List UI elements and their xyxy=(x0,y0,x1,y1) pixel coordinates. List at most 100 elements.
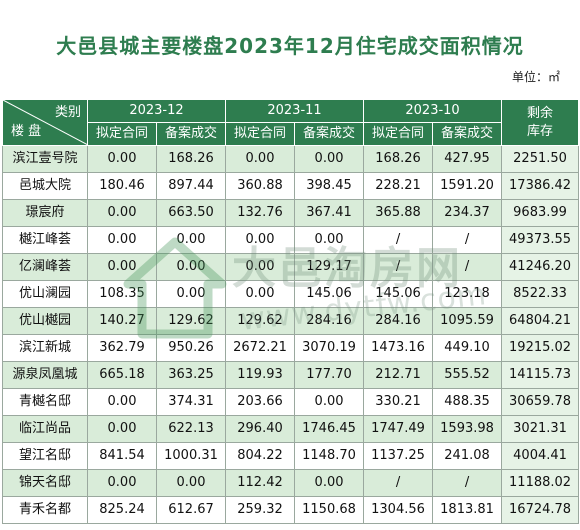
sales-table: 类别 楼 盘 2023-12 2023-11 2023-10 剩余 库存 拟定合… xyxy=(2,99,580,524)
value-cell: 1000.31 xyxy=(155,442,227,470)
value-cell: 555.52 xyxy=(432,361,503,389)
value-cell: 1148.70 xyxy=(294,442,365,470)
project-name-cell: 临江尚品 xyxy=(2,415,88,443)
value-cell: 0.00 xyxy=(155,226,227,254)
value-cell: 0.00 xyxy=(87,469,157,497)
value-cell: 0.00 xyxy=(225,226,296,254)
value-cell: 177.70 xyxy=(294,361,365,389)
value-cell: 360.88 xyxy=(225,172,296,200)
value-cell: 132.76 xyxy=(225,199,296,227)
corner-diagonal xyxy=(3,100,87,145)
project-name-cell: 樾江峰荟 xyxy=(2,226,88,254)
stock-cell: 3021.31 xyxy=(501,415,580,443)
value-cell: 427.95 xyxy=(432,145,503,173)
value-cell: 897.44 xyxy=(155,172,227,200)
value-cell: 0.00 xyxy=(87,199,157,227)
value-cell: 665.18 xyxy=(87,361,157,389)
corner-header: 类别 楼 盘 xyxy=(2,99,88,146)
value-cell: 1473.16 xyxy=(363,334,434,362)
value-cell: 284.16 xyxy=(363,307,434,335)
page-title: 大邑县城主要楼盘2023年12月住宅成交面积情况 xyxy=(56,34,524,58)
value-cell: 0.00 xyxy=(155,469,227,497)
table-row: 樾江峰荟 0.00 0.00 0.00 0.00//49373.55 xyxy=(2,226,580,254)
project-name-cell: 邑城大院 xyxy=(2,172,88,200)
value-cell: / xyxy=(363,226,434,254)
value-cell: 0.00 xyxy=(87,226,157,254)
project-name-cell: 滨江壹号院 xyxy=(2,145,88,173)
value-cell: 1813.81 xyxy=(432,496,503,524)
value-cell: 1304.56 xyxy=(363,496,434,524)
sub-header-filed: 备案成交 xyxy=(294,122,365,146)
value-cell: 1747.49 xyxy=(363,415,434,443)
value-cell: 398.45 xyxy=(294,172,365,200)
value-cell: 0.00 xyxy=(225,280,296,308)
value-cell: / xyxy=(363,469,434,497)
value-cell: 1593.98 xyxy=(432,415,503,443)
value-cell: 1591.20 xyxy=(432,172,503,200)
sub-header-filed: 备案成交 xyxy=(155,122,227,146)
value-cell: 488.35 xyxy=(432,388,503,416)
value-cell: 0.00 xyxy=(87,145,157,173)
sub-header-contract: 拟定合同 xyxy=(363,122,434,146)
value-cell: 180.46 xyxy=(87,172,157,200)
value-cell: 363.25 xyxy=(155,361,227,389)
value-cell: 212.71 xyxy=(363,361,434,389)
value-cell: / xyxy=(432,226,503,254)
stock-cell: 2251.50 xyxy=(501,145,580,173)
value-cell: 449.10 xyxy=(432,334,503,362)
value-cell: 841.54 xyxy=(87,442,157,470)
value-cell: 0.00 xyxy=(294,388,365,416)
stock-cell: 64804.21 xyxy=(501,307,580,335)
value-cell: 0.00 xyxy=(294,469,365,497)
value-cell: 0.00 xyxy=(294,145,365,173)
value-cell: 0.00 xyxy=(294,226,365,254)
value-cell: 612.67 xyxy=(155,496,227,524)
value-cell: 950.26 xyxy=(155,334,227,362)
value-cell: 362.79 xyxy=(87,334,157,362)
stock-cell: 17386.42 xyxy=(501,172,580,200)
stock-cell: 9683.99 xyxy=(501,199,580,227)
value-cell: / xyxy=(432,469,503,497)
table-row: 优山澜园 108.35 0.00 0.00 145.06 145.06 123.18 8522… xyxy=(2,280,580,308)
value-cell: 129.62 xyxy=(225,307,296,335)
stock-cell: 14115.73 xyxy=(501,361,580,389)
table-row: 临江尚品 0.00 622.13 296.40 1746.45 1747.49 1593.9… xyxy=(2,415,580,443)
value-cell: 145.06 xyxy=(294,280,365,308)
value-cell: 140.27 xyxy=(87,307,157,335)
stock-cell: 19215.02 xyxy=(501,334,580,362)
value-cell: 203.66 xyxy=(225,388,296,416)
table-row: 青禾名都 825.24 612.67 259.32 1150.68 1304.56 1813… xyxy=(2,496,580,524)
table-row: 亿澜峰荟 0.00 0.00 0.00 129.17//41246.20 xyxy=(2,253,580,281)
stock-header: 剩余 库存 xyxy=(501,99,580,146)
value-cell: 129.17 xyxy=(294,253,365,281)
project-name-cell: 望江名邸 xyxy=(2,442,88,470)
month-header: 2023-12 xyxy=(86,99,227,123)
value-cell: 112.42 xyxy=(225,469,296,497)
unit-label: 单位：㎡ xyxy=(511,70,560,84)
value-cell: 374.31 xyxy=(155,388,227,416)
stock-header-line2: 库存 xyxy=(527,123,554,139)
value-cell: 1137.25 xyxy=(363,442,434,470)
stock-header-line1: 剩余 xyxy=(527,105,554,121)
table-row: 锦天名邸 0.00 0.00 112.42 0.00//11188.02 xyxy=(2,469,580,497)
value-cell: 0.00 xyxy=(155,280,227,308)
table-row: 优山樾园 140.27 129.62 129.62 284.16 284.16 1095.5… xyxy=(2,307,580,335)
project-name-cell: 青樾名邸 xyxy=(2,388,88,416)
value-cell: 0.00 xyxy=(155,253,227,281)
value-cell: 365.88 xyxy=(363,199,434,227)
value-cell: 1746.45 xyxy=(294,415,365,443)
value-cell: 0.00 xyxy=(87,253,157,281)
stock-cell: 41246.20 xyxy=(501,253,580,281)
value-cell: / xyxy=(432,253,503,281)
value-cell: 241.08 xyxy=(432,442,503,470)
table-row: 源泉凤凰城 665.18 363.25 119.93 177.70 212.71 555.5… xyxy=(2,361,580,389)
project-name-cell: 源泉凤凰城 xyxy=(2,361,88,389)
value-cell: 108.35 xyxy=(87,280,157,308)
value-cell: 0.00 xyxy=(225,145,296,173)
value-cell: 804.22 xyxy=(225,442,296,470)
value-cell: 0.00 xyxy=(225,253,296,281)
project-name-cell: 滨江新城 xyxy=(2,334,88,362)
project-name-cell: 优山樾园 xyxy=(2,307,88,335)
value-cell: 234.37 xyxy=(432,199,503,227)
sub-header-contract: 拟定合同 xyxy=(225,122,296,146)
